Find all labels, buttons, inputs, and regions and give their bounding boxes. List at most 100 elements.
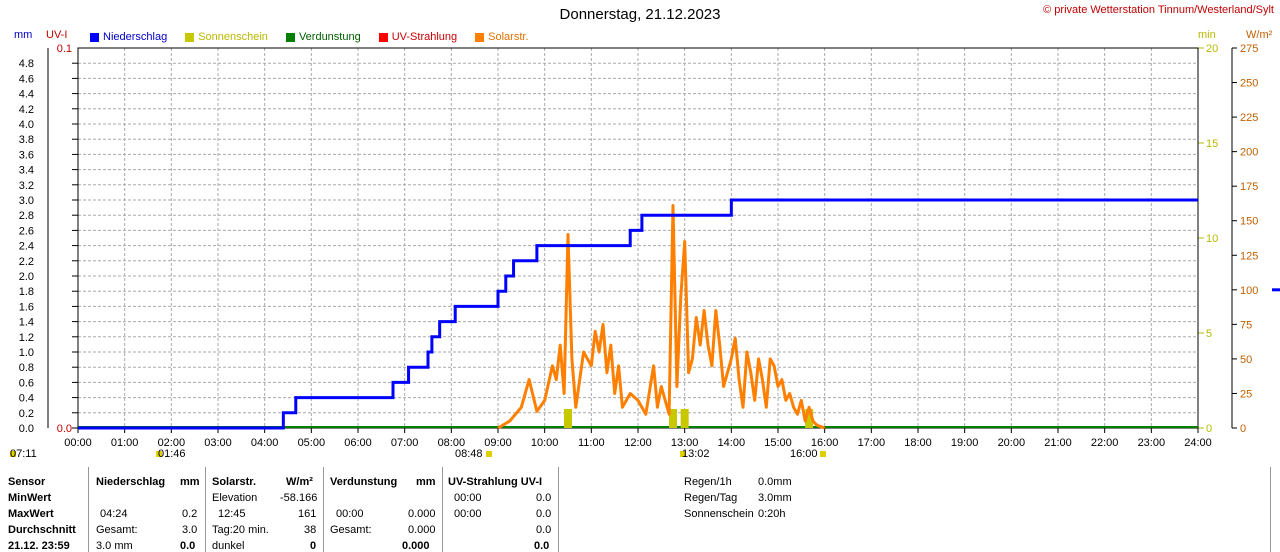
y-tick-wm2: 275 [1240, 43, 1258, 55]
event-marker-icon [10, 451, 16, 457]
y-tick-mm: 0.8 [19, 362, 34, 374]
solar-header: Solarstr. [212, 476, 257, 488]
solar-elev-label: Elevation [212, 492, 258, 504]
x-tick-label: 06:00 [344, 437, 372, 449]
y-tick-wm2: 100 [1240, 285, 1258, 297]
x-tick-label: 17:00 [858, 437, 886, 449]
x-tick-label: 18:00 [904, 437, 932, 449]
uv-max-time: 00:00 [454, 508, 482, 520]
y-tick-mm: 4.6 [19, 73, 34, 85]
event-marker-icon [820, 451, 826, 457]
copyright: © private Wetterstation Tinnum/Westerlan… [1043, 4, 1274, 16]
y-tick-mm: 4.4 [19, 89, 34, 101]
stats-row-date: 21.12. 23:59 [8, 540, 70, 552]
x-tick-label: 00:00 [64, 437, 92, 449]
legend-swatch [90, 32, 99, 42]
y-tick-uvi: 0.0 [57, 423, 72, 435]
y-tick-mm: 4.0 [19, 119, 34, 131]
stats-sensor-header: Sensor [8, 476, 46, 488]
marker-sunset: 16:00 [790, 448, 818, 460]
legend-swatch [285, 32, 295, 42]
table-divider [558, 467, 559, 552]
x-tick-label: 24:00 [1184, 437, 1212, 449]
legend-swatch [185, 32, 195, 42]
y-tick-wm2: 75 [1240, 319, 1252, 331]
x-tick-label: 15:00 [764, 437, 792, 449]
summary-label-sunshine: Sonnenschein [684, 508, 754, 520]
y-tick-wm2: 25 [1240, 388, 1252, 400]
uv-min-time: 00:00 [454, 492, 482, 504]
x-tick-label: 02:00 [158, 437, 186, 449]
solar-max: 161 [298, 508, 317, 520]
event-marker-icon [486, 451, 492, 457]
legend-item-uv: UV-Strahlung [378, 31, 458, 43]
stats-row-min: MinWert [8, 492, 52, 504]
y-tick-uvi: 0.1 [57, 43, 72, 55]
series-solar [497, 204, 826, 430]
y-tick-min: 0 [1206, 423, 1212, 435]
x-tick-label: 21:00 [1044, 437, 1072, 449]
legend-swatch [378, 32, 388, 42]
sunshine-bar [669, 409, 677, 428]
solar-max-time: 12:45 [218, 508, 246, 520]
y-tick-mm: 3.4 [19, 165, 34, 177]
y-tick-mm: 0.4 [19, 393, 34, 405]
sunshine-bar [564, 409, 572, 428]
unit-uvi: UV-I [46, 29, 68, 41]
y-tick-min: 5 [1206, 328, 1212, 340]
legend-label: Sonnenschein [198, 31, 268, 43]
verdunstung-header: Verdunstung [330, 476, 398, 488]
x-tick-label: 09:00 [484, 437, 512, 449]
uv-min: 0.0 [536, 492, 552, 504]
summary-value-rainday: 3.0mm [758, 492, 792, 504]
legend-swatch [475, 32, 485, 42]
y-tick-wm2: 0 [1240, 423, 1246, 435]
y-tick-mm: 3.2 [19, 180, 34, 192]
niederschlag-total-val: 0.0 [180, 540, 196, 552]
legend-label: Solarstr. [488, 31, 529, 43]
y-tick-wm2: 125 [1240, 250, 1258, 262]
x-tick-label: 16:00 [811, 437, 839, 449]
stats-row-max: MaxWert [8, 508, 54, 520]
solar-elev: -58.166 [280, 492, 318, 504]
niederschlag-gesamt: 3.0 [182, 524, 198, 536]
stats-row-avg: Durchschnitt [8, 524, 76, 536]
x-tick-label: 05:00 [298, 437, 326, 449]
y-tick-mm: 1.8 [19, 286, 34, 298]
niederschlag-max: 0.2 [182, 508, 198, 520]
y-tick-mm: 2.0 [19, 271, 34, 283]
table-divider [442, 467, 443, 552]
y-tick-mm: 3.6 [19, 149, 34, 161]
marker-sunshine-start: 08:48 [455, 448, 483, 460]
verdunstung-max: 0.000 [408, 508, 436, 520]
x-tick-label: 04:00 [251, 437, 279, 449]
stats-table: Sensor MinWert MaxWert Durchschnitt 21.1… [0, 463, 1280, 552]
sunshine-bar [805, 409, 814, 428]
y-tick-mm: 2.8 [19, 210, 34, 222]
weather-chart: 0.0 0.2 0.4 0.6 0.8 1.0 1.2 1.4 1.6 1.8 2.0 2.2 2.4 2… [10, 43, 1280, 457]
niederschlag-gesamt-label: Gesamt: [96, 524, 138, 536]
x-tick-label: 08:00 [438, 437, 466, 449]
uv-header: UV-Strahlung UV-I [448, 476, 543, 488]
solar-dunkel: 0 [310, 540, 317, 552]
verdunstung-gesamt-label: Gesamt: [330, 524, 372, 536]
x-tick-label: 10:00 [531, 437, 559, 449]
y-tick-mm: 3.0 [19, 195, 34, 207]
verdunstung-gesamt: 0.000 [408, 524, 436, 536]
x-tick-label: 19:00 [951, 437, 979, 449]
legend-label: UV-Strahlung [391, 31, 458, 43]
unit-min: min [1198, 29, 1216, 41]
summary-value-sunshine: 0:20h [758, 508, 786, 520]
y-tick-min: 15 [1206, 138, 1218, 150]
uv-avg: 0.0 [536, 524, 552, 536]
solar-dunkel-label: dunkel [212, 540, 245, 552]
legend-item-verdunstung: Verdunstung [285, 31, 361, 43]
niederschlag-max-time: 04:24 [100, 508, 128, 520]
y-tick-mm: 1.0 [19, 347, 34, 359]
summary-label-rainday: Regen/Tag [684, 492, 738, 504]
marker-sunrise-prev: 01:46 [158, 448, 186, 460]
x-tick-label: 23:00 [1138, 437, 1166, 449]
niederschlag-unit: mm [180, 476, 200, 488]
solar-tag-label: Tag:20 min. [212, 524, 269, 536]
table-divider [88, 467, 89, 552]
